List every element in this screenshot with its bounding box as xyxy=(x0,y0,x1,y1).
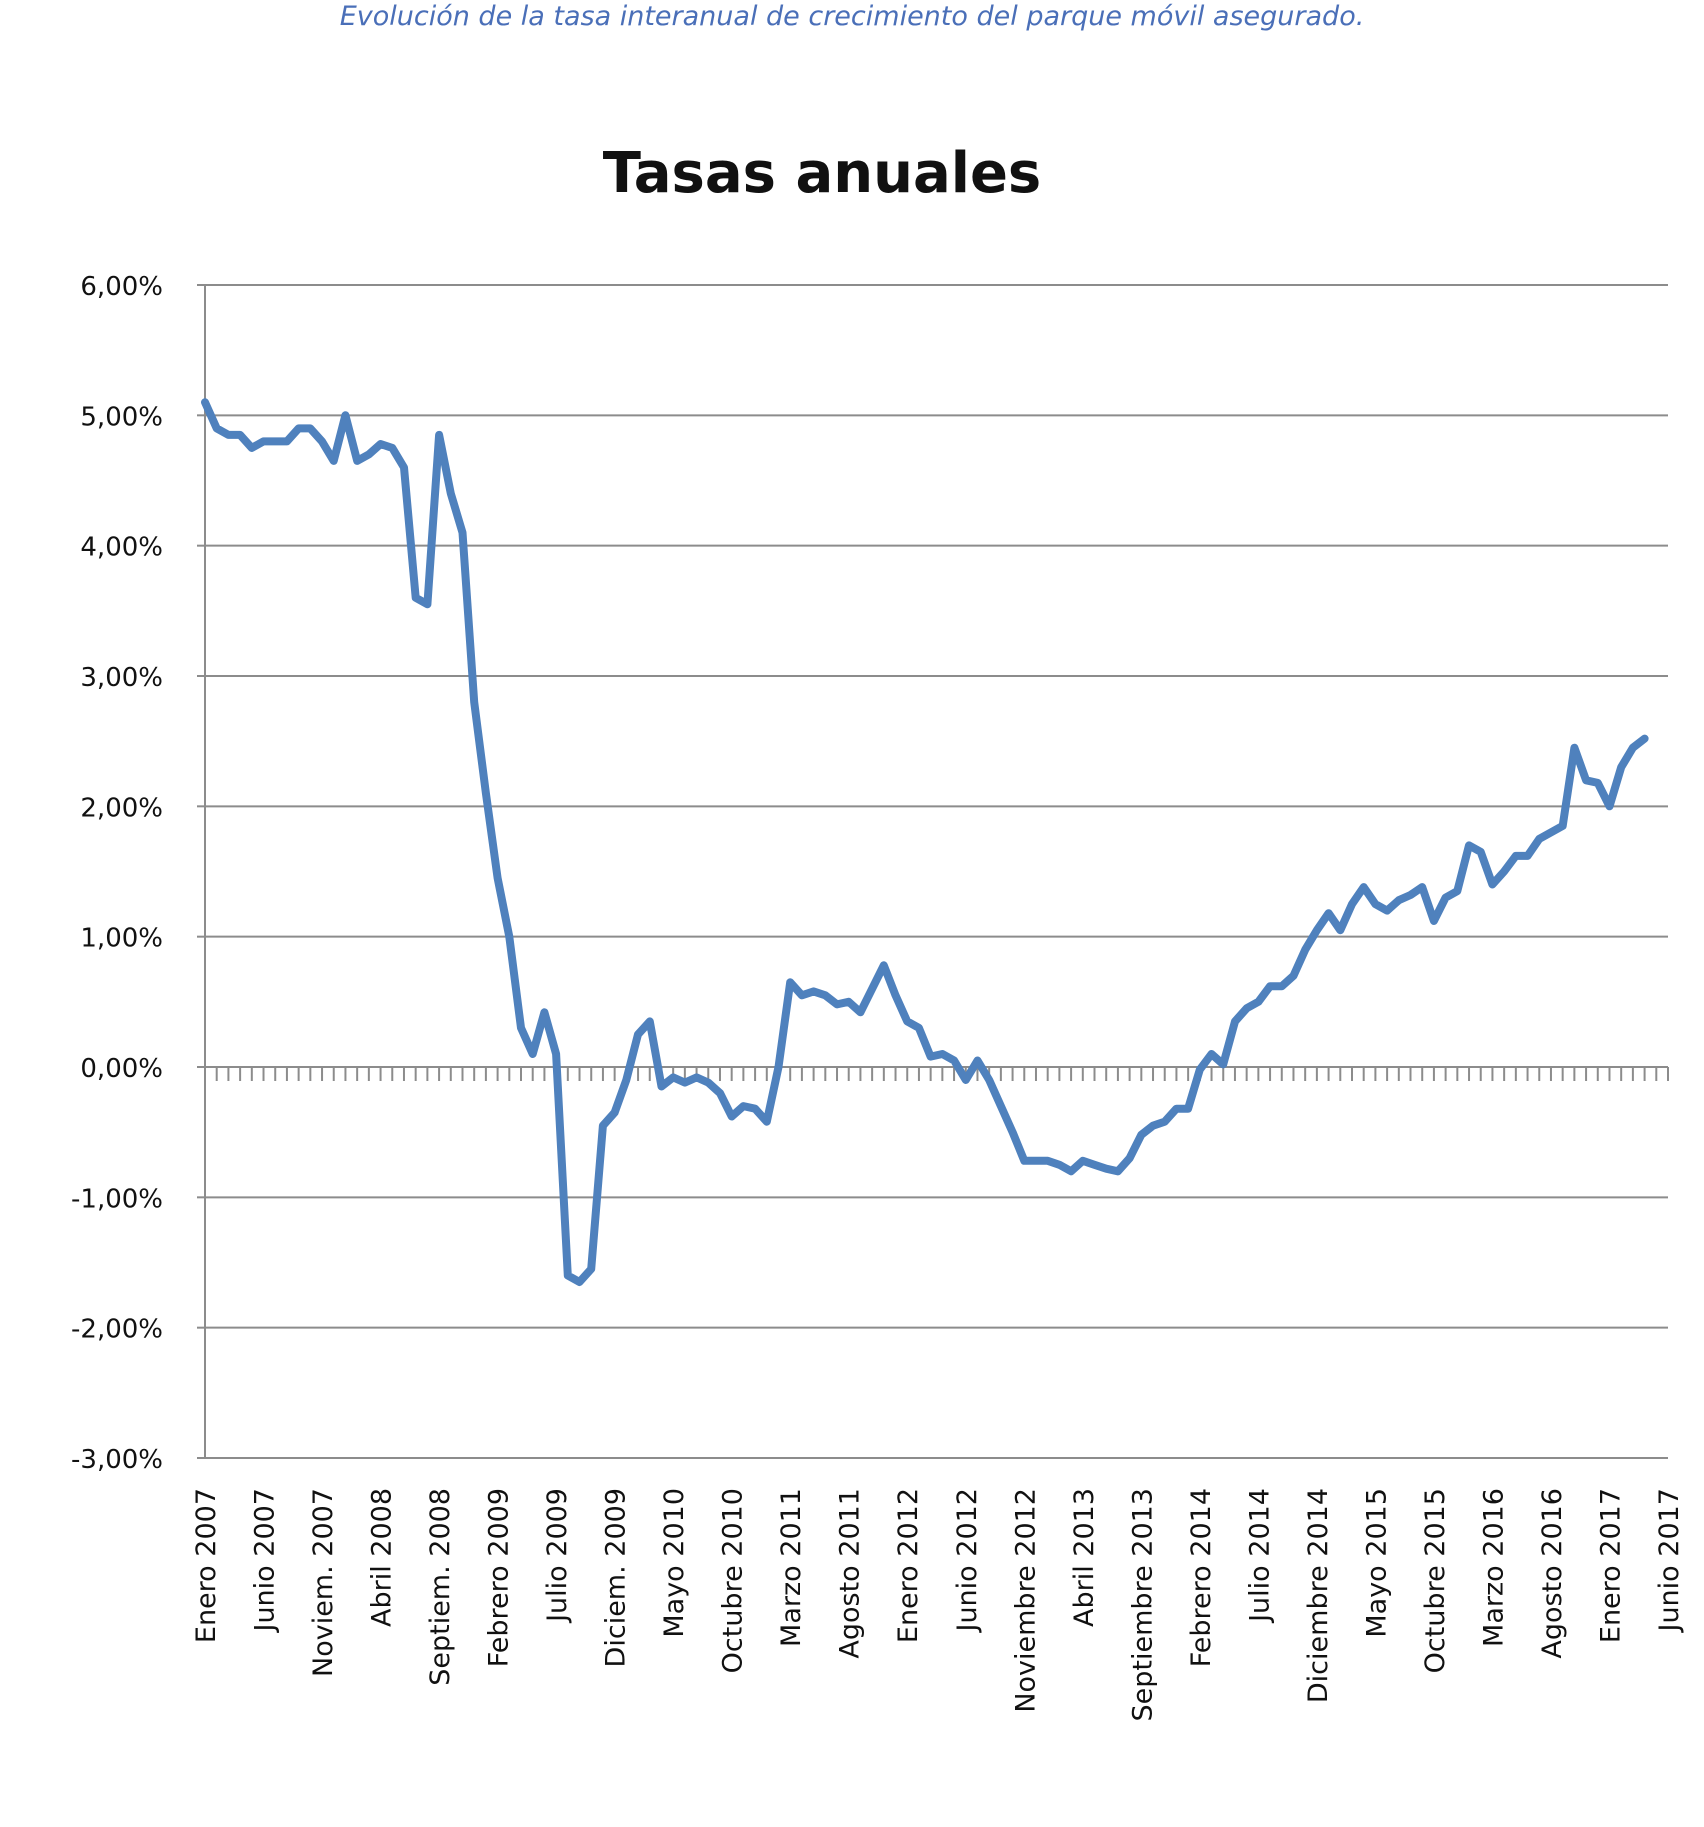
x-tick-label: Enero 2017 xyxy=(1595,1488,1626,1643)
chart-title: Tasas anuales xyxy=(603,141,1042,206)
y-tick-label: -3,00% xyxy=(71,1445,163,1475)
x-tick-label: Abril 2008 xyxy=(367,1488,398,1627)
axes xyxy=(204,285,1669,1459)
x-tick-label: Enero 2012 xyxy=(893,1488,924,1643)
y-tick-label: 0,00% xyxy=(80,1054,163,1084)
x-tick-label: Septiembre 2013 xyxy=(1127,1488,1158,1721)
x-tick-label: Julio 2014 xyxy=(1244,1488,1275,1624)
y-tick-label: -2,00% xyxy=(71,1315,163,1345)
x-tick-label: Diciembre 2014 xyxy=(1303,1488,1334,1703)
y-tick-label: 4,00% xyxy=(80,533,163,563)
y-tick-label: 6,00% xyxy=(80,272,163,302)
x-tick-label: Febrero 2014 xyxy=(1186,1488,1217,1667)
y-tick-label: 5,00% xyxy=(80,402,163,432)
y-tick-label: -1,00% xyxy=(71,1184,163,1214)
x-tick-label: Marzo 2011 xyxy=(776,1488,807,1647)
x-tick-label: Septiem. 2008 xyxy=(425,1488,456,1686)
x-tick-label: Marzo 2016 xyxy=(1478,1488,1509,1647)
y-axis-ticks: 6,00% 5,00% 4,00% 3,00% 2,00% 1,00% 0,00% -1,00… xyxy=(71,272,205,1475)
y-tick-label: 1,00% xyxy=(80,924,163,954)
x-tick-label: Octubre 2010 xyxy=(718,1488,749,1673)
x-tick-label: Julio 2009 xyxy=(542,1488,573,1624)
x-tick-label: Enero 2007 xyxy=(191,1488,222,1643)
x-tick-label: Febrero 2009 xyxy=(484,1488,515,1667)
x-tick-label: Agosto 2016 xyxy=(1537,1488,1568,1659)
x-tick-label: Noviembre 2012 xyxy=(1010,1488,1041,1713)
x-tick-label: Junio 2012 xyxy=(952,1488,983,1634)
figure-caption: Evolución de la tasa interanual de creci… xyxy=(339,1,1365,32)
x-tick-label: Abril 2013 xyxy=(1069,1488,1100,1627)
series-line xyxy=(201,398,1649,1286)
x-tick-label: Junio 2017 xyxy=(1654,1488,1685,1634)
x-axis-ticks: Enero 2007 Junio 2007 Noviem. 2007 Abril 20… xyxy=(191,1488,1685,1721)
x-tick-label: Noviem. 2007 xyxy=(308,1488,339,1677)
gridlines xyxy=(205,284,1668,1329)
x-tick-label: Mayo 2015 xyxy=(1361,1488,1392,1638)
x-tick-label: Mayo 2010 xyxy=(659,1488,690,1638)
x-tick-label: Agosto 2011 xyxy=(835,1488,866,1659)
x-tick-label: Junio 2007 xyxy=(250,1488,281,1634)
x-tick-label: Diciem. 2009 xyxy=(601,1488,632,1667)
x-tick-label: Octubre 2015 xyxy=(1420,1488,1451,1673)
y-tick-label: 3,00% xyxy=(80,663,163,693)
y-tick-label: 2,00% xyxy=(80,793,163,823)
